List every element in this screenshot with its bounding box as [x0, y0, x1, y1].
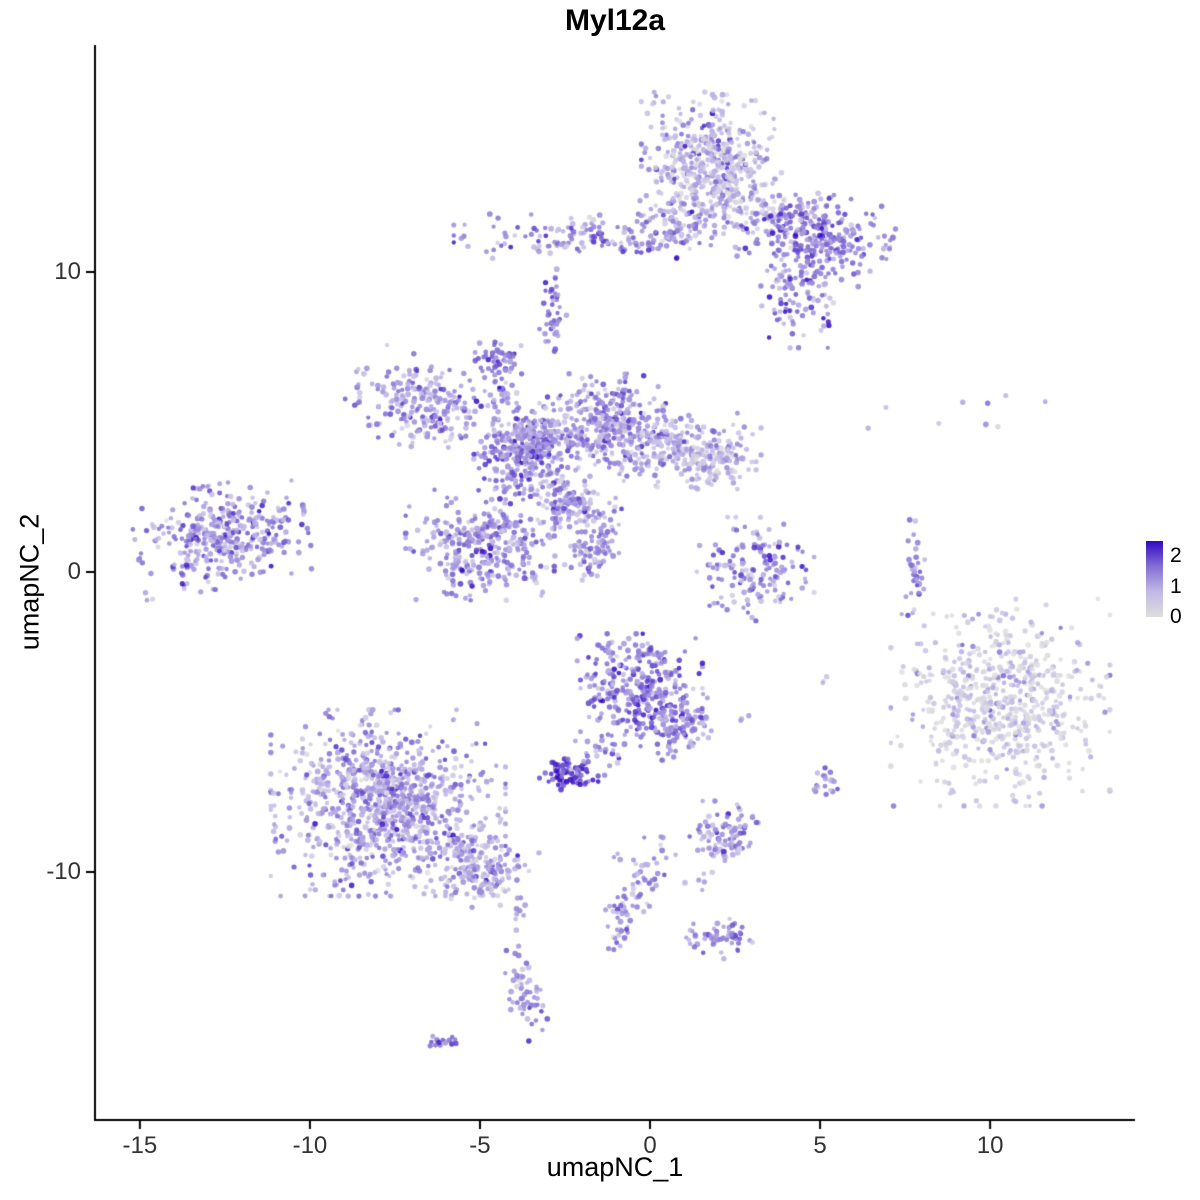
- y-tick-label: 10: [54, 258, 81, 286]
- legend-tick-label: 1: [1170, 574, 1182, 598]
- x-tick-label: -10: [292, 1132, 328, 1159]
- x-tick-label: -15: [122, 1132, 158, 1159]
- x-axis-label: umapNC_1: [546, 1152, 684, 1182]
- y-axis-label: umapNC_2: [14, 513, 45, 651]
- y-tick-label: 0: [67, 558, 81, 585]
- legend-gradient-bar: [1146, 541, 1163, 617]
- legend-tick-label: 2: [1170, 544, 1182, 568]
- plot-title: Myl12a: [564, 4, 666, 37]
- x-tick-label: 5: [813, 1132, 827, 1159]
- x-tick-label: 10: [976, 1132, 1004, 1159]
- y-tick-label: -10: [46, 857, 81, 885]
- x-tick-label: 0: [643, 1132, 657, 1159]
- color-legend: 2 1 0: [1146, 541, 1200, 628]
- x-tick-label: -5: [469, 1132, 491, 1159]
- legend-tick-label: 0: [1170, 605, 1182, 628]
